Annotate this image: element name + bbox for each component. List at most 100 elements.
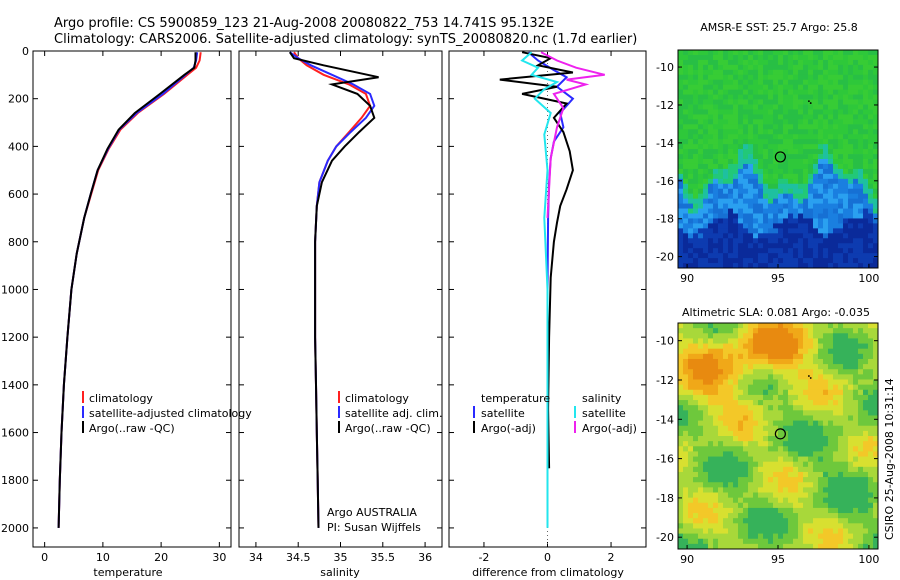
map-cell [708, 139, 714, 145]
map-cell [768, 384, 774, 391]
map-cell [723, 420, 729, 427]
map-cell [783, 104, 789, 110]
map-cell [698, 482, 704, 488]
map-cell [773, 441, 779, 447]
map-cell [823, 420, 829, 427]
map-cell [808, 492, 814, 499]
map-cell [708, 482, 714, 488]
map-cell [808, 394, 814, 401]
map-cell [698, 436, 704, 442]
map-cell [873, 456, 879, 463]
map-cell [718, 420, 724, 427]
map-cell [803, 168, 809, 175]
map-cell [763, 389, 769, 396]
map-cell [753, 405, 759, 411]
map-cell [843, 507, 849, 514]
map-cell [843, 208, 849, 214]
map-cell [728, 154, 734, 160]
map-cell [733, 400, 739, 406]
map-cell [843, 410, 849, 416]
map-cell [863, 84, 869, 91]
map-cell [723, 129, 729, 135]
map-cell [683, 425, 689, 432]
map-cell [778, 258, 784, 264]
map-cell [848, 203, 854, 209]
map-cell [753, 258, 759, 264]
map-cell [858, 228, 864, 234]
map-cell [853, 394, 859, 401]
map-cell [678, 69, 684, 76]
map-cell [828, 384, 834, 391]
map-cell [763, 451, 769, 457]
map-cell [753, 168, 759, 175]
map-cell [733, 253, 739, 259]
map-cell [748, 178, 754, 185]
map-cell [818, 134, 824, 140]
map-cell [783, 343, 789, 350]
map-cell [848, 405, 854, 411]
map-cell [683, 134, 689, 140]
map-cell [718, 223, 724, 229]
map-cell [818, 364, 824, 370]
map-cell [698, 74, 704, 81]
map-cell [863, 228, 869, 234]
map-cell [808, 163, 814, 170]
map-cell [763, 420, 769, 427]
map-cell [788, 538, 794, 545]
map-cell [868, 482, 874, 488]
map-cell [793, 228, 799, 234]
map-cell [683, 461, 689, 468]
map-cell [753, 238, 759, 244]
map-cell [843, 502, 849, 509]
map-cell [803, 543, 809, 550]
map-cell [763, 59, 769, 66]
map-cell [873, 369, 879, 375]
map-cell [768, 348, 774, 355]
map-cell [823, 109, 829, 115]
map-cell [678, 213, 684, 219]
map-cell [808, 405, 814, 411]
map-cell [728, 188, 734, 195]
map-cell [703, 533, 709, 540]
map-cell [753, 213, 759, 219]
map-cell [808, 238, 814, 244]
map-cell [718, 333, 724, 339]
map-cell [693, 64, 699, 71]
map-cell [803, 466, 809, 473]
map-cell [843, 456, 849, 463]
map-cell [848, 154, 854, 160]
map-cell [783, 168, 789, 175]
map-cell [703, 523, 709, 529]
map-cell [703, 410, 709, 416]
map-cell [808, 369, 814, 375]
map-cell [693, 54, 699, 61]
map-cell [863, 410, 869, 416]
map-cell [688, 144, 694, 150]
map-cell [693, 353, 699, 360]
map-cell [773, 543, 779, 550]
map-cell [838, 218, 844, 224]
map-cell [833, 441, 839, 447]
map-cell [873, 203, 879, 209]
map-cell [773, 358, 779, 365]
map-cell [788, 471, 794, 478]
map-cell [833, 50, 839, 56]
map-cell [848, 466, 854, 473]
map-cell [748, 233, 754, 239]
map-cell [778, 348, 784, 355]
map-cell [753, 54, 759, 61]
map-cell [718, 168, 724, 175]
map-cell [868, 218, 874, 224]
map-cell [728, 89, 734, 95]
map-cell [713, 154, 719, 160]
map-cell [703, 258, 709, 264]
map-cell [683, 446, 689, 452]
map-cell [858, 69, 864, 76]
map-cell [758, 477, 764, 483]
map-cell [873, 183, 879, 190]
map-cell [793, 507, 799, 514]
map-cell [773, 84, 779, 91]
map-cell [868, 109, 874, 115]
map-cell [788, 492, 794, 499]
map-cell [788, 238, 794, 244]
